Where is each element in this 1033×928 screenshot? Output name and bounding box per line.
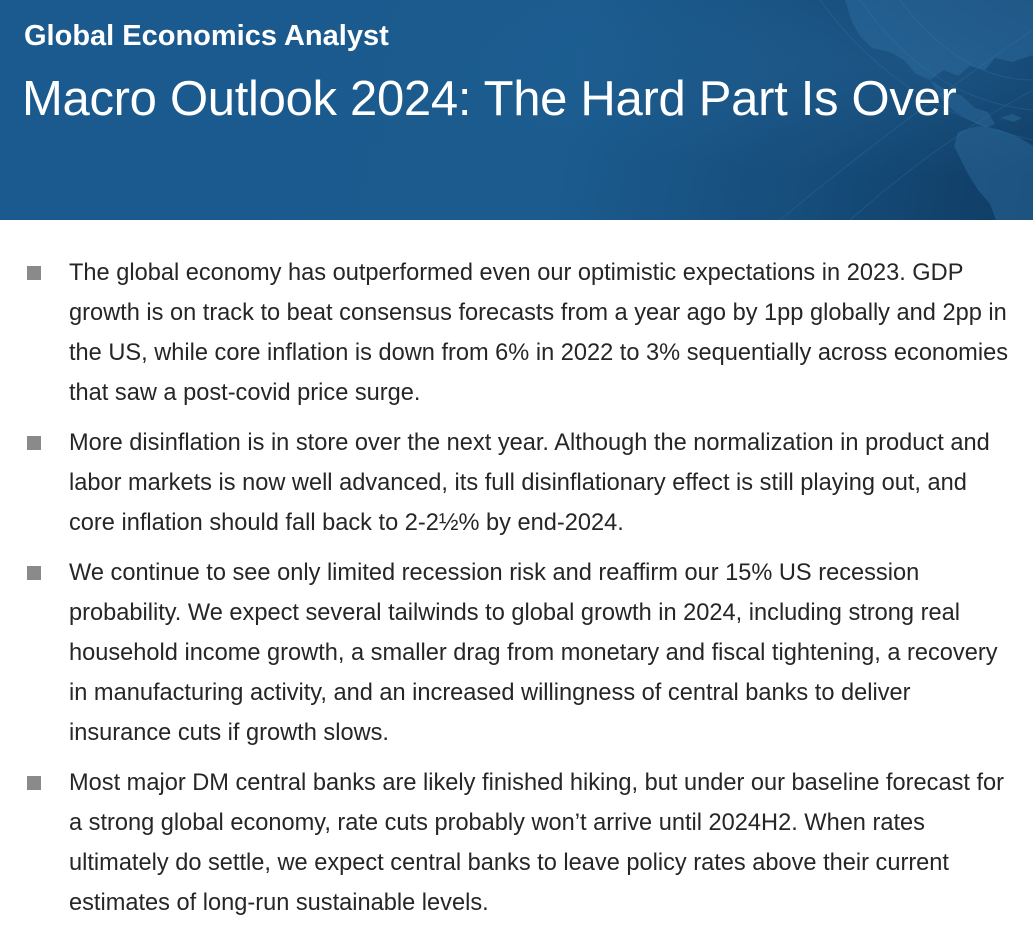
bullet-item-recession-risk: We continue to see only limited recessio… (0, 553, 1009, 753)
bullet-item-disinflation: More disinflation is in store over the n… (0, 423, 1009, 543)
bullet-text: More disinflation is in store over the n… (69, 430, 990, 536)
world-map-graphic (0, 0, 1033, 220)
header-banner: Global Economics Analyst Macro Outlook 2… (0, 0, 1033, 220)
square-bullet-icon (27, 776, 41, 790)
bullet-item-central-banks: Most major DM central banks are likely f… (0, 763, 1009, 923)
square-bullet-icon (27, 436, 41, 450)
bullet-text: Most major DM central banks are likely f… (69, 770, 1005, 916)
bullet-text: The global economy has outperformed even… (69, 260, 1008, 406)
summary-bullet-list: The global economy has outperformed even… (0, 253, 1033, 923)
page-title: Macro Outlook 2024: The Hard Part Is Ove… (22, 72, 957, 126)
bullet-item-global-economy: The global economy has outperformed even… (0, 253, 1009, 413)
square-bullet-icon (27, 566, 41, 580)
square-bullet-icon (27, 266, 41, 280)
bullet-text: We continue to see only limited recessio… (69, 560, 998, 746)
series-title: Global Economics Analyst (24, 20, 389, 52)
